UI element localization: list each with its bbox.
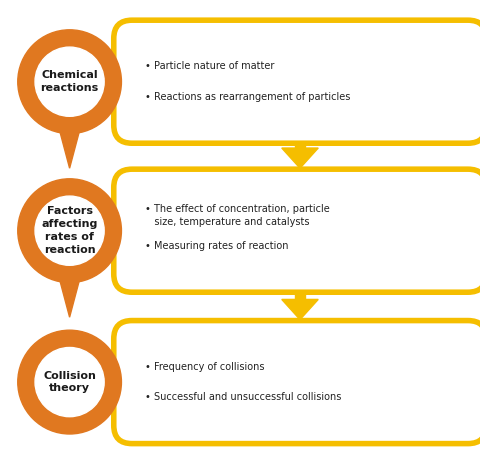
Text: • Frequency of collisions: • Frequency of collisions (145, 362, 265, 372)
Text: • Measuring rates of reaction: • Measuring rates of reaction (145, 241, 289, 251)
Text: Collision
theory: Collision theory (43, 371, 96, 393)
Circle shape (35, 196, 104, 265)
Polygon shape (54, 259, 85, 317)
Text: Factors
affecting
rates of
reaction: Factors affecting rates of reaction (41, 206, 98, 255)
FancyBboxPatch shape (114, 169, 480, 292)
Text: • Reactions as rearrangement of particles: • Reactions as rearrangement of particle… (145, 92, 351, 102)
Text: Chemical
reactions: Chemical reactions (40, 70, 99, 93)
Text: • Particle nature of matter: • Particle nature of matter (145, 61, 275, 71)
Circle shape (35, 47, 104, 116)
Bar (295, 143, 305, 154)
Circle shape (18, 30, 121, 134)
FancyBboxPatch shape (114, 20, 480, 143)
Polygon shape (282, 300, 318, 320)
FancyBboxPatch shape (114, 321, 480, 444)
Bar (295, 292, 305, 306)
Text: • Successful and unsuccessful collisions: • Successful and unsuccessful collisions (145, 392, 342, 402)
Polygon shape (54, 110, 85, 168)
Circle shape (18, 330, 121, 434)
Circle shape (35, 348, 104, 417)
Circle shape (18, 179, 121, 283)
Text: • The effect of concentration, particle
   size, temperature and catalysts: • The effect of concentration, particle … (145, 204, 330, 227)
Polygon shape (282, 148, 318, 168)
